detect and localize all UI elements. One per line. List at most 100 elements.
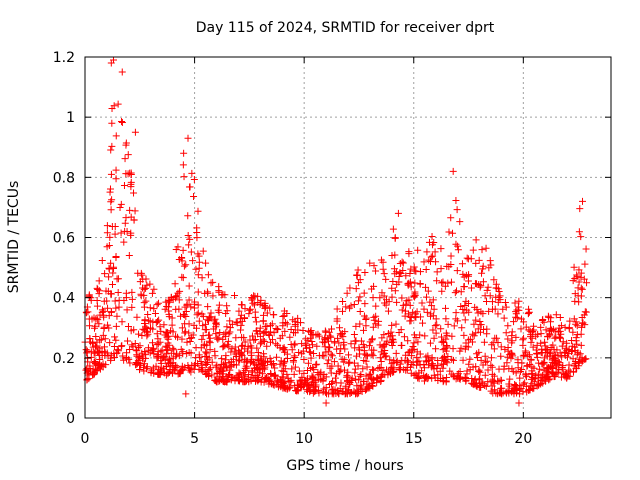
- data-point: [474, 309, 482, 317]
- data-point: [225, 359, 233, 367]
- data-point: [157, 359, 165, 367]
- data-point: [260, 350, 268, 358]
- data-point: [289, 358, 297, 366]
- data-point: [260, 337, 268, 345]
- data-point: [202, 259, 210, 267]
- data-point: [467, 284, 475, 292]
- data-point: [287, 326, 295, 334]
- data-point: [444, 279, 452, 287]
- data-point: [543, 364, 551, 372]
- data-point: [418, 367, 426, 375]
- data-point: [447, 214, 455, 222]
- data-point: [483, 286, 491, 294]
- data-point: [302, 379, 310, 387]
- data-point: [361, 350, 369, 358]
- data-point: [298, 373, 306, 381]
- data-point: [94, 286, 102, 294]
- data-point: [416, 350, 424, 358]
- data-point: [352, 389, 360, 397]
- data-point: [199, 247, 207, 255]
- data-point: [272, 324, 280, 332]
- data-point: [201, 368, 209, 376]
- data-point: [125, 251, 133, 259]
- data-point: [526, 351, 534, 359]
- data-point: [186, 235, 194, 243]
- data-point: [109, 269, 117, 277]
- data-point: [98, 257, 106, 265]
- data-point: [250, 336, 258, 344]
- data-point: [97, 336, 105, 344]
- data-point: [428, 302, 436, 310]
- data-point: [390, 338, 398, 346]
- data-point: [263, 309, 271, 317]
- data-point: [117, 229, 125, 237]
- data-point: [158, 354, 166, 362]
- data-point: [237, 301, 245, 309]
- data-point: [321, 327, 329, 335]
- data-point: [389, 277, 397, 285]
- data-point: [573, 364, 581, 372]
- data-point: [235, 369, 243, 377]
- data-point: [347, 302, 355, 310]
- data-point: [168, 369, 176, 377]
- data-point: [572, 358, 580, 366]
- data-point: [355, 376, 363, 384]
- data-point: [82, 366, 90, 374]
- data-point: [175, 305, 183, 313]
- data-point: [198, 274, 206, 282]
- data-point: [112, 336, 120, 344]
- data-point: [263, 322, 271, 330]
- data-point: [111, 230, 119, 238]
- data-point: [194, 301, 202, 309]
- data-point: [282, 385, 290, 393]
- data-point: [477, 282, 485, 290]
- data-point: [377, 358, 385, 366]
- data-point: [249, 368, 257, 376]
- data-point: [130, 216, 138, 224]
- data-point: [470, 332, 478, 340]
- data-point: [190, 175, 198, 183]
- data-point: [508, 388, 516, 396]
- data-point: [352, 375, 360, 383]
- data-point: [407, 283, 415, 291]
- data-point: [205, 372, 213, 380]
- data-point: [344, 377, 352, 385]
- data-point: [382, 275, 390, 283]
- data-point: [406, 301, 414, 309]
- data-point: [223, 302, 231, 310]
- data-point: [556, 313, 564, 321]
- data-point: [465, 360, 473, 368]
- data-point: [83, 349, 91, 357]
- data-point: [386, 356, 394, 364]
- data-point: [241, 305, 249, 313]
- data-point: [215, 334, 223, 342]
- data-point: [380, 292, 388, 300]
- data-point: [398, 294, 406, 302]
- data-point: [141, 317, 149, 325]
- data-point: [456, 347, 464, 355]
- data-point: [209, 292, 217, 300]
- data-point: [211, 315, 219, 323]
- data-point: [554, 357, 562, 365]
- data-point: [462, 297, 470, 305]
- data-point: [211, 376, 219, 384]
- data-point: [481, 358, 489, 366]
- data-point: [575, 228, 583, 236]
- data-point: [359, 326, 367, 334]
- data-point: [354, 266, 362, 274]
- data-point: [459, 356, 467, 364]
- data-point: [251, 335, 259, 343]
- data-point: [432, 258, 440, 266]
- data-point: [339, 307, 347, 315]
- data-point: [404, 358, 412, 366]
- data-point: [511, 381, 519, 389]
- data-point: [412, 267, 420, 275]
- data-point: [505, 382, 513, 390]
- data-point: [265, 377, 273, 385]
- data-point: [541, 346, 549, 354]
- data-point: [472, 363, 480, 371]
- data-point: [153, 330, 161, 338]
- data-point: [120, 238, 128, 246]
- data-point: [298, 340, 306, 348]
